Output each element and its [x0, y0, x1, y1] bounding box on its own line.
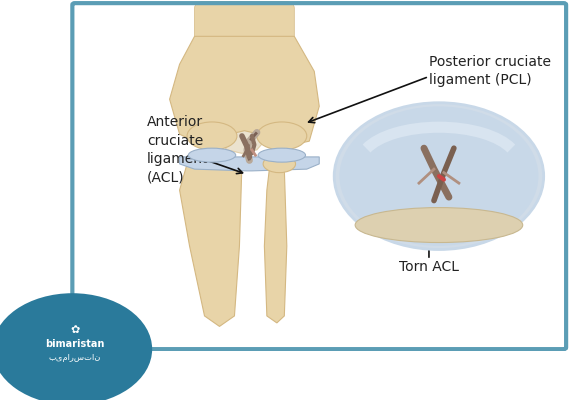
Ellipse shape — [263, 155, 295, 173]
Text: Torn ACL: Torn ACL — [399, 260, 459, 274]
Ellipse shape — [257, 122, 307, 150]
Text: Anterior
cruciate
ligament
(ACL): Anterior cruciate ligament (ACL) — [147, 115, 209, 184]
Ellipse shape — [258, 148, 306, 162]
PathPatch shape — [264, 169, 287, 323]
PathPatch shape — [180, 164, 242, 326]
Ellipse shape — [355, 208, 523, 242]
Text: Posterior cruciate
ligament (PCL): Posterior cruciate ligament (PCL) — [429, 55, 551, 88]
PathPatch shape — [170, 36, 319, 146]
Circle shape — [334, 103, 544, 250]
Circle shape — [0, 293, 152, 400]
Text: ✿: ✿ — [70, 325, 80, 335]
Text: bimaristan: bimaristan — [45, 339, 104, 349]
FancyBboxPatch shape — [194, 1, 294, 85]
PathPatch shape — [219, 117, 264, 154]
Ellipse shape — [187, 122, 237, 150]
Ellipse shape — [188, 148, 235, 162]
Circle shape — [340, 106, 539, 246]
PathPatch shape — [180, 157, 319, 171]
Text: بیمارستان: بیمارستان — [48, 353, 101, 362]
Ellipse shape — [219, 0, 270, 80]
